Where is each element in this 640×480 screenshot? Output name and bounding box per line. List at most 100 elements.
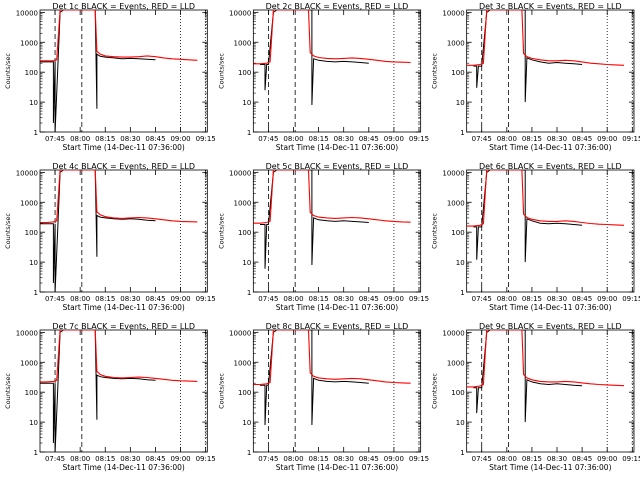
x-tick-label: 08:30 [334, 135, 354, 143]
series-line-events [260, 170, 369, 269]
series-line-lld [466, 330, 625, 388]
plot-frame [252, 169, 422, 293]
x-tick-label: 08:45 [359, 135, 379, 143]
x-axis-label: Start Time (14-Dec-11 07:36:00) [276, 463, 398, 472]
y-tick-label: 1 [460, 289, 464, 297]
y-tick-label: 10000 [442, 9, 464, 17]
x-tick-label: 09:00 [170, 295, 190, 303]
x-tick-label: 09:00 [170, 455, 190, 463]
x-tick-label: 07:45 [258, 295, 278, 303]
y-tick-label: 1000 [20, 199, 38, 207]
chart-title: Det 2c BLACK = Events, RED = LLD [266, 2, 409, 11]
y-tick-label: 1000 [20, 359, 38, 367]
series-line-lld [40, 330, 198, 383]
chart-panel-8: Det 8c BLACK = Events, RED = LLD 1 10 100 10… [217, 322, 429, 472]
x-tick-label: 09:00 [597, 135, 617, 143]
chart-title: Det 3c BLACK = Events, RED = LLD [479, 2, 622, 11]
x-tick-label: 09:00 [384, 295, 404, 303]
y-tick-label: 10000 [442, 329, 464, 337]
chart-panel-4: Det 4c BLACK = Events, RED = LLD 1 10 100 10… [4, 162, 216, 312]
x-tick-label: 09:15 [409, 295, 429, 303]
y-tick-label: 1 [34, 289, 38, 297]
series-line-events [260, 10, 369, 106]
x-tick-label: 08:30 [334, 455, 354, 463]
chart-panel-9: Det 9c BLACK = Events, RED = LLD 1 10 100 10… [431, 322, 640, 472]
x-tick-label: 08:00 [497, 295, 517, 303]
chart-panel-5: Det 5c BLACK = Events, RED = LLD 1 10 100 10… [217, 162, 429, 312]
chart-panel-2: Det 2c BLACK = Events, RED = LLD 1 10 100 10… [217, 2, 429, 152]
series-line-events [473, 10, 583, 103]
y-tick-label: 100 [25, 389, 38, 397]
y-axis-label: Counts/sec [4, 53, 12, 89]
plot-frame [466, 329, 635, 453]
x-tick-label: 08:15 [308, 455, 328, 463]
plot-frame [39, 329, 208, 453]
x-tick-label: 08:00 [283, 135, 303, 143]
series-line-lld [253, 330, 411, 386]
x-tick-label: 08:15 [95, 135, 115, 143]
series-line-events [40, 10, 156, 132]
chart-panel-7: Det 7c BLACK = Events, RED = LLD 1 10 100 10… [4, 322, 216, 472]
x-tick-label: 08:15 [95, 455, 115, 463]
x-tick-label: 09:00 [170, 135, 190, 143]
x-tick-label: 08:00 [70, 295, 90, 303]
x-tick-label: 08:45 [145, 455, 165, 463]
plot-frame [252, 9, 422, 133]
x-tick-label: 09:15 [196, 455, 216, 463]
x-tick-label: 08:00 [497, 455, 517, 463]
x-tick-label: 07:45 [258, 455, 278, 463]
x-tick-label: 09:00 [597, 295, 617, 303]
x-tick-label: 08:00 [70, 455, 90, 463]
y-tick-label: 1 [34, 129, 38, 137]
y-tick-label: 1 [247, 449, 251, 457]
series-line-lld [253, 10, 411, 65]
x-tick-label: 08:45 [359, 295, 379, 303]
y-tick-label: 1 [460, 449, 464, 457]
x-tick-label: 09:15 [622, 135, 640, 143]
y-tick-label: 1000 [447, 359, 465, 367]
x-axis-label: Start Time (14-Dec-11 07:36:00) [489, 143, 611, 152]
y-tick-label: 10000 [229, 329, 251, 337]
x-axis-label: Start Time (14-Dec-11 07:36:00) [62, 463, 184, 472]
y-axis-label: Counts/sec [217, 53, 225, 89]
x-tick-label: 08:15 [522, 295, 542, 303]
y-tick-label: 100 [25, 229, 38, 237]
x-tick-label: 08:00 [497, 135, 517, 143]
y-tick-label: 1000 [20, 39, 38, 47]
x-tick-label: 09:00 [384, 455, 404, 463]
y-axis-label: Counts/sec [431, 213, 439, 249]
chart-title: Det 1c BLACK = Events, RED = LLD [52, 2, 195, 11]
x-axis-label: Start Time (14-Dec-11 07:36:00) [62, 143, 184, 152]
series-line-events [40, 170, 156, 292]
chart-title: Det 9c BLACK = Events, RED = LLD [479, 322, 622, 331]
y-axis-label: Counts/sec [217, 213, 225, 249]
y-tick-label: 1 [247, 129, 251, 137]
y-tick-label: 10 [242, 419, 251, 427]
y-axis-label: Counts/sec [431, 53, 439, 89]
series-line-events [40, 330, 156, 452]
series-line-events [473, 330, 583, 423]
x-tick-label: 08:30 [120, 135, 140, 143]
x-tick-label: 08:45 [572, 295, 592, 303]
x-tick-label: 08:00 [283, 295, 303, 303]
x-tick-label: 08:45 [572, 455, 592, 463]
chart-panel-1: Det 1c BLACK = Events, RED = LLD 1 10 100 10… [4, 2, 216, 152]
x-tick-label: 09:15 [409, 135, 429, 143]
y-tick-label: 100 [238, 69, 251, 77]
y-tick-label: 10 [242, 99, 251, 107]
x-tick-label: 08:30 [334, 295, 354, 303]
y-tick-label: 10 [456, 419, 465, 427]
series-line-lld [466, 10, 625, 66]
chart-title: Det 5c BLACK = Events, RED = LLD [266, 162, 409, 171]
x-tick-label: 08:30 [120, 455, 140, 463]
x-tick-label: 08:15 [95, 295, 115, 303]
plot-frame [252, 329, 422, 453]
y-tick-label: 100 [451, 229, 464, 237]
plot-frame [39, 9, 208, 133]
x-tick-label: 09:15 [622, 295, 640, 303]
x-tick-label: 08:30 [120, 295, 140, 303]
y-tick-label: 1 [34, 449, 38, 457]
x-tick-label: 09:00 [597, 455, 617, 463]
y-axis-label: Counts/sec [4, 373, 12, 409]
